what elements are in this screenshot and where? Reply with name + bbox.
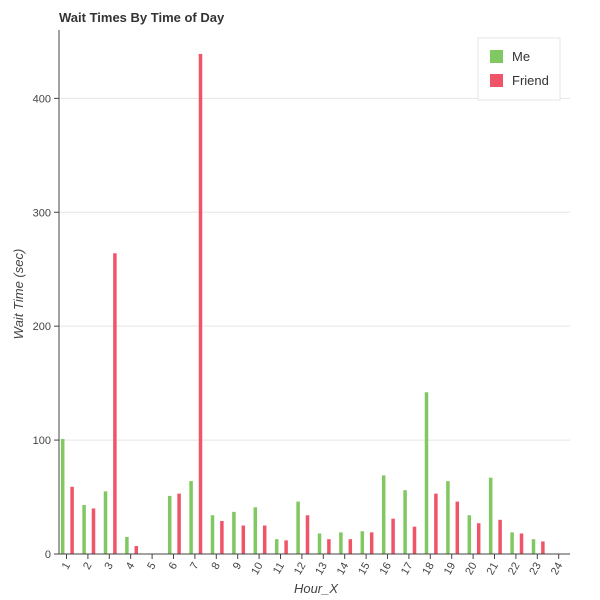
bar-me-9 [232, 511, 236, 554]
x-axis-label: Hour_X [294, 581, 339, 596]
x-tick-label: 21 [485, 561, 502, 578]
bar-friend-18 [434, 493, 438, 554]
x-tick-label: 7 [188, 561, 201, 572]
bar-friend-9 [241, 525, 246, 554]
legend-label-me: Me [512, 49, 530, 64]
y-axis-ticks: 0 100 200 300 400 [33, 93, 59, 561]
grid-lines [59, 97, 570, 441]
bar-friend-10 [262, 525, 267, 554]
bar-me-3 [103, 491, 108, 554]
x-tick-label: 19 [442, 561, 459, 578]
x-tick-label: 8 [209, 561, 222, 572]
axes [58, 30, 570, 555]
y-axis-label: Wait Time (sec) [11, 249, 26, 340]
bar-me-13 [317, 533, 322, 554]
y-tick-label: 400 [33, 93, 51, 105]
bar-me-22 [510, 532, 514, 554]
bar-me-17 [403, 490, 407, 554]
bar-friend-2 [91, 508, 96, 554]
x-tick-label: 22 [506, 561, 523, 578]
bar-me-4 [125, 536, 129, 554]
x-tick-label: 6 [167, 561, 180, 572]
x-tick-label: 1 [60, 561, 73, 572]
bar-friend-22 [519, 533, 524, 554]
bar-friend-14 [348, 539, 353, 554]
bar-me-8 [210, 515, 215, 554]
bar-me-11 [274, 539, 279, 554]
x-tick-label: 2 [81, 561, 94, 572]
bar-friend-1 [70, 486, 74, 554]
x-tick-label: 18 [420, 561, 437, 578]
bar-me-6 [167, 495, 172, 554]
y-tick-label: 0 [45, 549, 51, 561]
legend-box [477, 37, 561, 101]
bar-me-10 [253, 507, 258, 554]
x-axis-ticks: 1 2 3 4 5 6 7 8 9 10 11 12 13 14 15 16 17 18 19 20 21 22 23 24 [60, 554, 566, 578]
bar-me-7 [189, 481, 193, 554]
x-tick-label: 4 [124, 561, 137, 572]
x-tick-label: 3 [102, 561, 115, 572]
x-tick-label: 14 [335, 561, 352, 578]
x-tick-label: 10 [249, 561, 266, 578]
bar-me-14 [339, 532, 343, 554]
x-tick-label: 11 [271, 561, 287, 577]
y-tick-label: 100 [33, 435, 51, 447]
x-tick-label: 15 [356, 561, 373, 578]
bar-friend-12 [305, 515, 310, 554]
x-tick-label: 9 [231, 561, 244, 572]
bar-friend-20 [476, 523, 481, 554]
bar-friend-6 [177, 493, 181, 554]
x-tick-label: 24 [549, 561, 566, 578]
chart-title: Wait Times By Time of Day [59, 10, 225, 25]
bar-friend-16 [391, 518, 395, 554]
bar-friend-4 [134, 546, 139, 554]
x-tick-label: 17 [399, 561, 416, 578]
bars [60, 53, 545, 554]
bar-friend-13 [327, 539, 331, 554]
bar-friend-7 [198, 53, 203, 554]
bar-me-16 [381, 475, 386, 554]
x-tick-label: 5 [145, 561, 158, 572]
bar-me-2 [82, 505, 86, 554]
bar-friend-3 [113, 253, 117, 554]
bar-me-19 [446, 481, 450, 554]
bar-me-20 [467, 515, 472, 554]
x-tick-label: 16 [378, 561, 395, 578]
bar-me-21 [488, 477, 493, 554]
y-tick-label: 200 [33, 321, 51, 333]
bar-me-12 [296, 501, 300, 554]
x-tick-label: 12 [292, 561, 309, 578]
legend-swatch-me [490, 50, 503, 63]
bar-me-15 [360, 531, 365, 554]
x-tick-label: 20 [463, 561, 480, 578]
bar-me-18 [424, 392, 429, 554]
legend-label-friend: Friend [512, 73, 549, 88]
bar-friend-23 [541, 541, 545, 554]
bar-friend-8 [220, 520, 224, 554]
bar-friend-17 [412, 526, 417, 554]
legend-swatch-friend [490, 74, 503, 87]
bar-friend-15 [369, 532, 374, 554]
bar-me-1 [60, 438, 65, 554]
x-tick-label: 23 [527, 561, 544, 578]
bar-friend-21 [498, 519, 502, 554]
bar-friend-19 [455, 501, 460, 554]
bar-friend-11 [284, 540, 288, 554]
x-tick-label: 13 [313, 561, 330, 578]
bar-me-23 [531, 539, 536, 554]
y-tick-label: 300 [33, 207, 51, 219]
legend: Me Friend [477, 37, 561, 101]
